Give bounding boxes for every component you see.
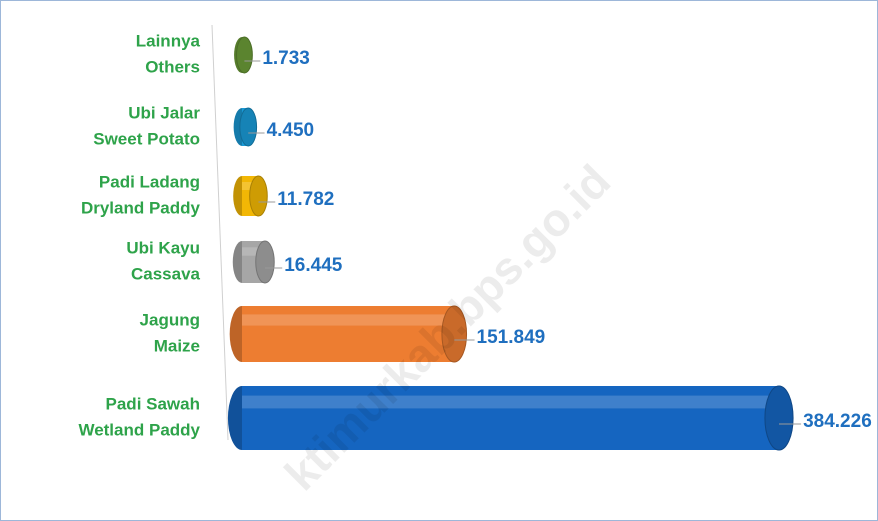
category-label: Jagung <box>140 310 200 329</box>
bar <box>233 175 268 217</box>
value-label: 16.445 <box>284 255 343 276</box>
category-label: Wetland Paddy <box>78 420 200 439</box>
value-label: 151.849 <box>477 327 546 348</box>
bar-front-cap <box>236 36 253 74</box>
bar <box>234 36 253 74</box>
bar <box>233 107 258 147</box>
bar-body <box>242 306 455 362</box>
category-label: Padi Ladang <box>99 172 200 191</box>
bar-front-cap <box>239 107 258 147</box>
axis-line <box>211 24 229 441</box>
category-label: Others <box>145 57 200 76</box>
value-label: 11.782 <box>277 189 334 210</box>
category-label: Lainnya <box>136 31 201 50</box>
category-label: Padi Sawah <box>106 394 200 413</box>
bar-highlight <box>242 182 259 190</box>
category-label: Ubi Jalar <box>128 103 200 122</box>
bar-front-cap <box>255 240 275 284</box>
bar-highlight <box>242 314 455 326</box>
value-label: 4.450 <box>267 120 315 141</box>
bar-body <box>242 386 779 450</box>
bar-front-cap <box>764 385 794 451</box>
bar-front-cap <box>441 305 468 363</box>
category-label: Cassava <box>131 264 201 283</box>
bar-highlight <box>242 395 779 409</box>
value-label: 384.226 <box>803 411 872 432</box>
category-label: Dryland Paddy <box>81 198 201 217</box>
category-label: Sweet Potato <box>93 129 200 148</box>
category-label: Maize <box>154 336 200 355</box>
value-label: 1.733 <box>262 48 310 69</box>
bar-highlight <box>242 247 265 256</box>
bar-front-cap <box>249 175 268 217</box>
bar <box>227 385 794 451</box>
category-label: Ubi Kayu <box>126 238 200 257</box>
bar <box>232 240 275 284</box>
bar <box>229 305 468 363</box>
